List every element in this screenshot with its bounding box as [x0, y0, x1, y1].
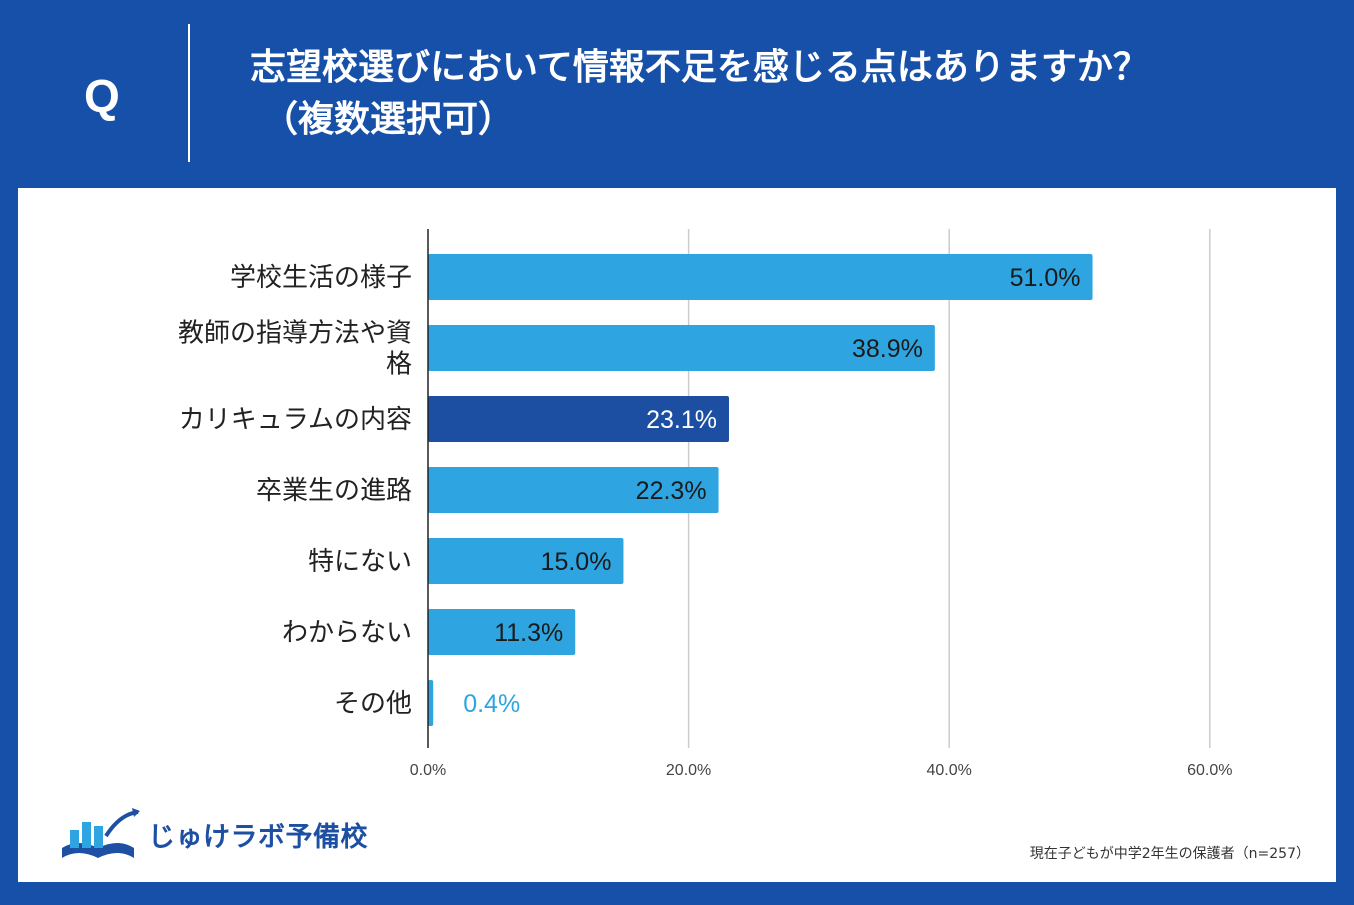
data-label: 15.0%	[541, 548, 612, 576]
bar	[428, 254, 1093, 300]
category-label: 特にない	[308, 547, 412, 577]
question-header: Q 志望校選びにおいて情報不足を感じる点はありますか？ （複数選択可）	[0, 0, 1354, 188]
x-tick-label: 20.0%	[666, 762, 711, 779]
brand-logo: じゅけラボ予備校	[56, 808, 376, 868]
question-note: （複数選択可）	[262, 99, 515, 140]
category-label: 教師の指導方法や資	[178, 319, 412, 349]
bar	[428, 325, 935, 371]
data-label: 51.0%	[1010, 264, 1081, 292]
bar	[428, 396, 729, 442]
brand-name: じゅけラボ予備校	[148, 822, 368, 853]
data-label: 11.3%	[494, 619, 563, 647]
open-book-icon	[62, 808, 140, 858]
bar-chart: 0.0% 20.0% 40.0% 60.0% 51.0% 学校生活の様子 38.9% 教師の指…	[178, 229, 1232, 779]
data-label: 0.4%	[463, 690, 520, 718]
x-tick-label: 40.0%	[927, 762, 972, 779]
chart-panel: 0.0% 20.0% 40.0% 60.0% 51.0% 学校生活の様子 38.9% 教師の指…	[18, 188, 1336, 882]
x-tick-label: 60.0%	[1187, 762, 1232, 779]
category-label: 卒業生の進路	[256, 476, 412, 506]
category-label: 格	[386, 350, 412, 380]
data-label: 23.1%	[646, 406, 717, 434]
sample-footnote: 現在子どもが中学2年生の保護者（n=257）	[1029, 846, 1310, 862]
data-label: 22.3%	[636, 477, 707, 505]
q-label: Q	[84, 70, 120, 122]
question-text: 志望校選びにおいて情報不足を感じる点はありますか？	[250, 47, 1149, 88]
category-label: その他	[334, 689, 412, 719]
x-tick-label: 0.0%	[410, 762, 446, 779]
header-divider	[188, 24, 190, 162]
bar	[428, 467, 719, 513]
category-label: 学校生活の様子	[230, 263, 412, 293]
bar	[428, 609, 576, 655]
category-label: わからない	[282, 618, 412, 648]
bar	[428, 680, 434, 726]
bar	[428, 538, 624, 584]
category-label: カリキュラムの内容	[179, 405, 412, 435]
data-label: 38.9%	[852, 335, 923, 363]
